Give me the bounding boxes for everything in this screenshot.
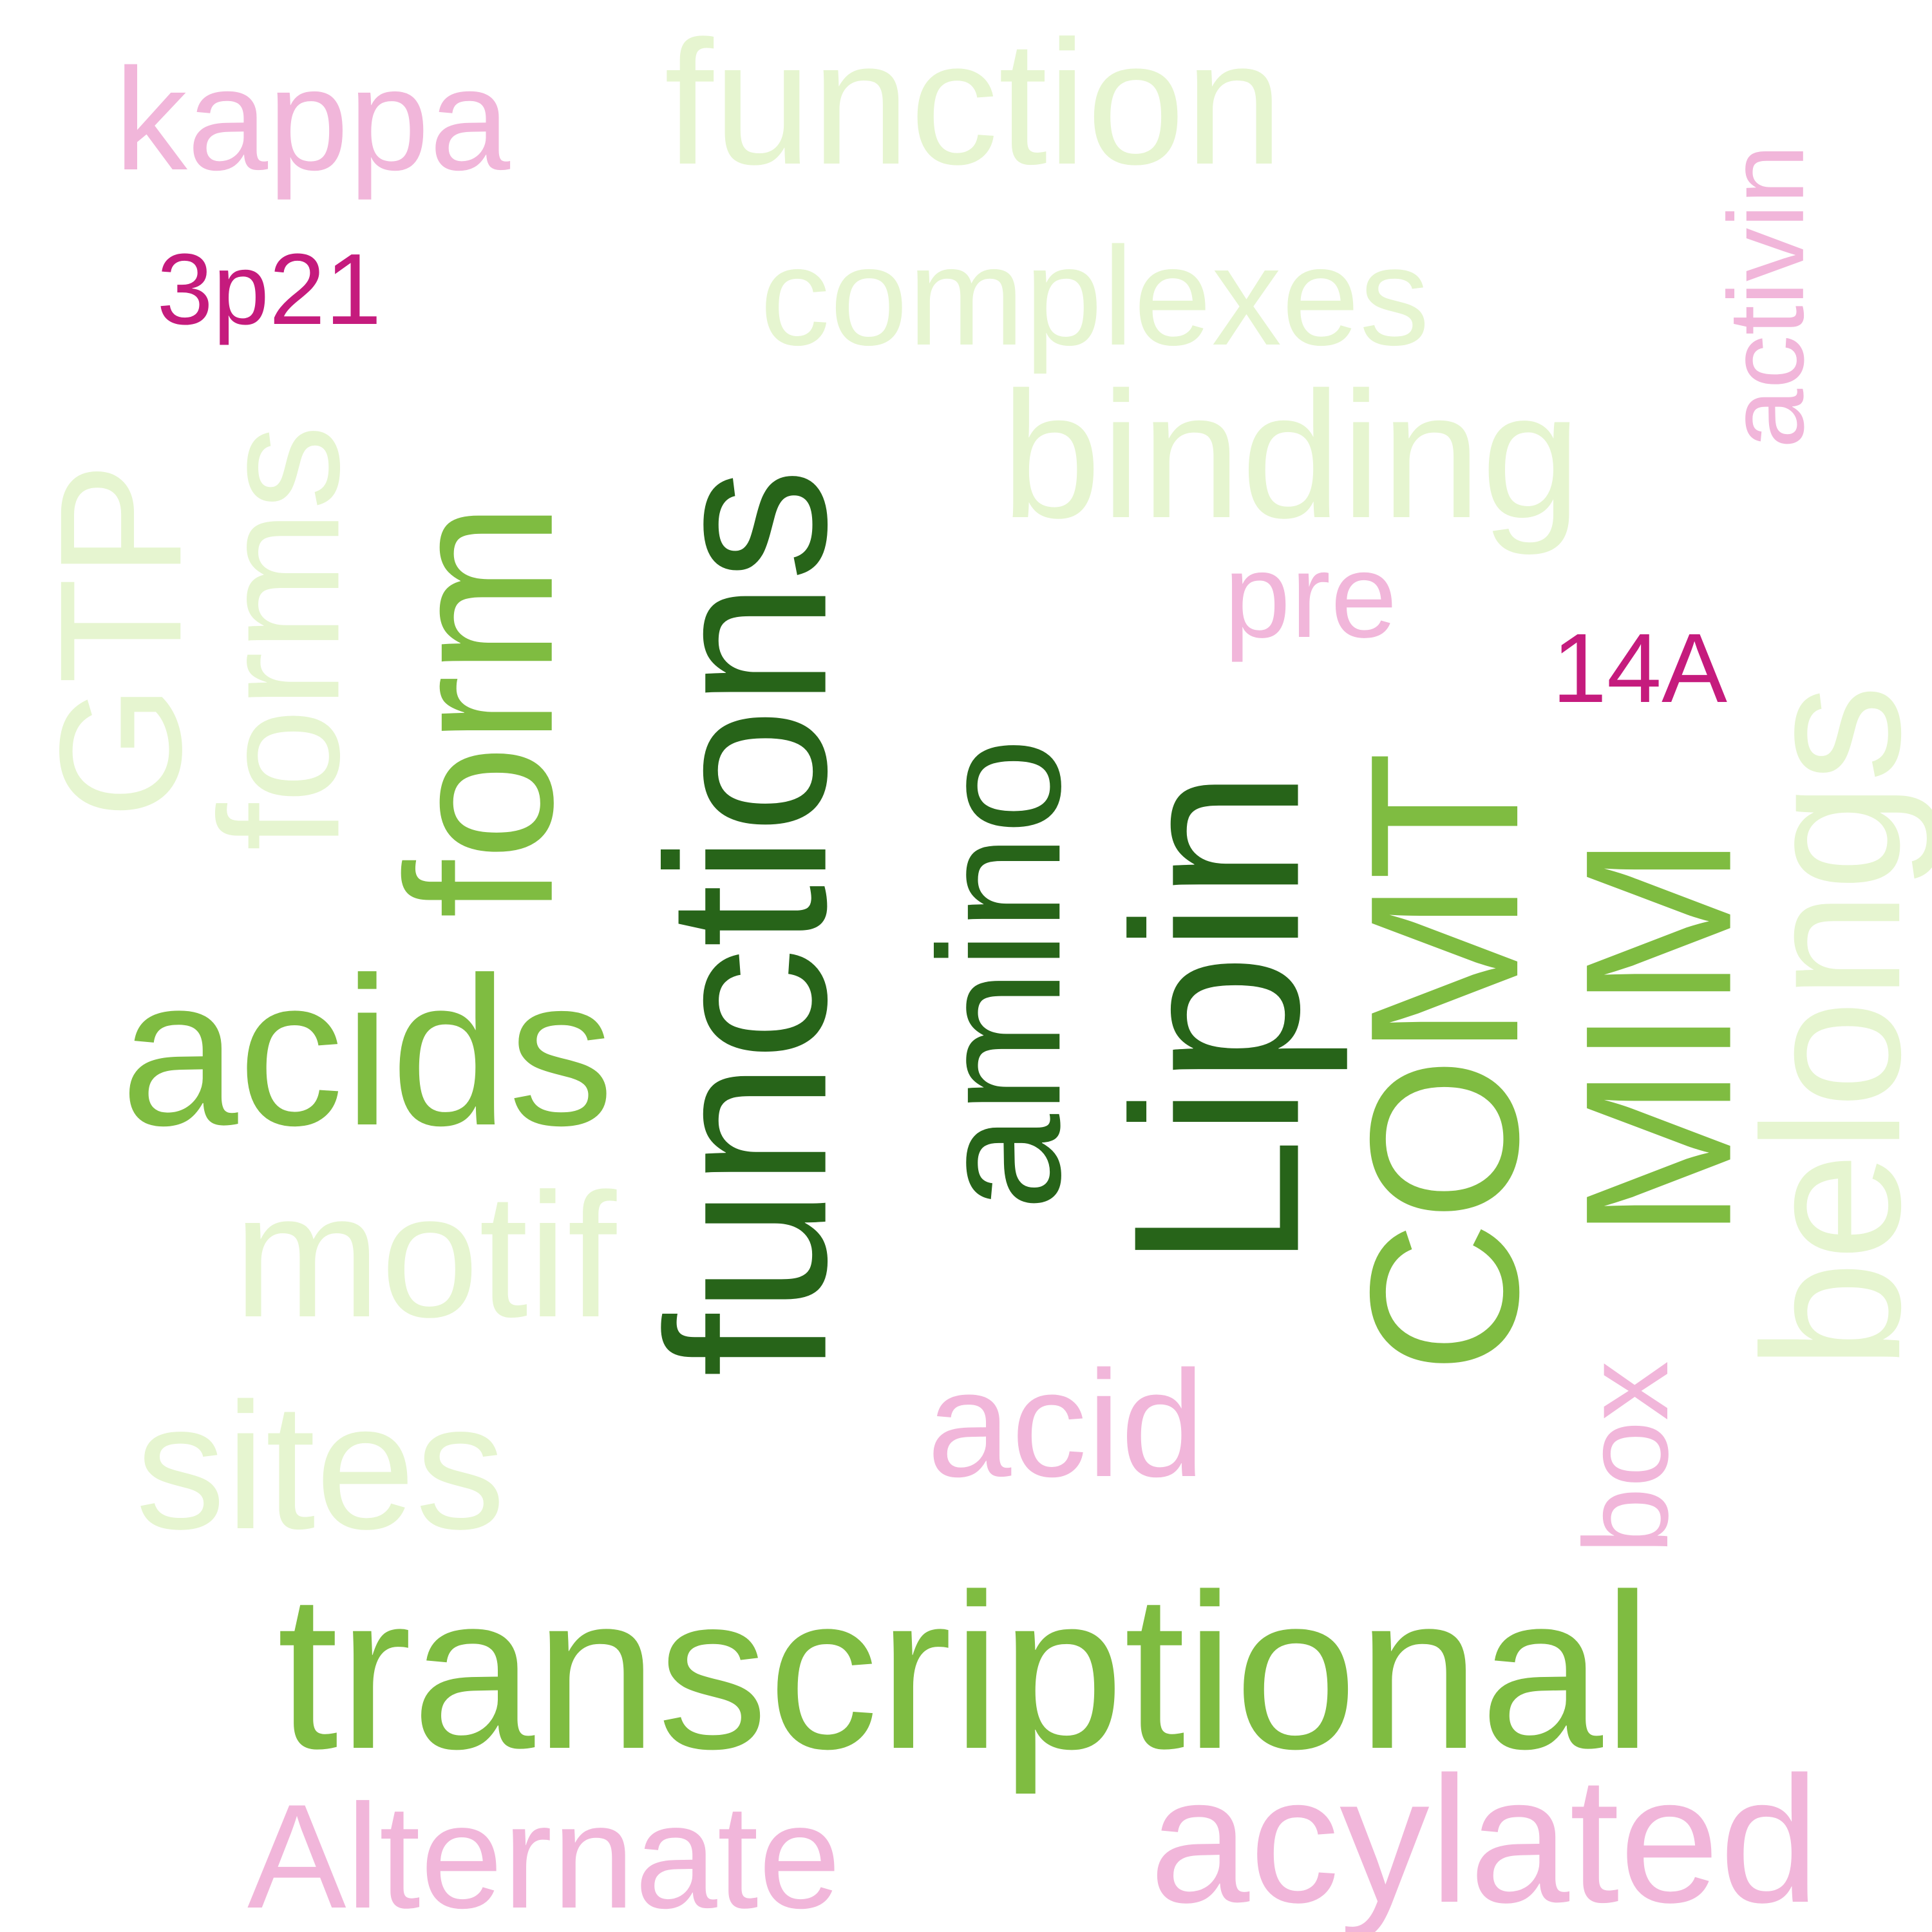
word-acylated: acylated bbox=[1150, 1739, 1820, 1932]
word-gtp: GTP bbox=[23, 462, 218, 819]
word-14a: 14A bbox=[1552, 613, 1728, 723]
word-transcriptional: transcriptional bbox=[277, 1547, 1653, 1795]
word-pre: pre bbox=[1224, 529, 1397, 663]
word-amino: amino bbox=[902, 737, 1097, 1211]
word-kappa: kappa bbox=[115, 37, 511, 200]
word-activin: activin bbox=[1706, 144, 1826, 448]
word-alternate: Alternate bbox=[247, 1773, 841, 1932]
word-binding: binding bbox=[1001, 355, 1582, 556]
word-functions: functions bbox=[620, 468, 874, 1378]
word-form: form bbox=[363, 502, 596, 919]
word-acids: acids bbox=[120, 933, 614, 1170]
word-acid: acid bbox=[927, 1338, 1205, 1508]
word-forms: forms bbox=[184, 424, 375, 851]
word-mim: MIM bbox=[1541, 834, 1775, 1240]
word-complexes: complexes bbox=[760, 218, 1430, 375]
word-motif: motif bbox=[233, 1157, 617, 1354]
word-function: function bbox=[664, 5, 1283, 202]
word-sites: sites bbox=[135, 1366, 506, 1567]
word-comt: COMT bbox=[1325, 751, 1562, 1374]
word-lipin: Lipin bbox=[1083, 769, 1348, 1269]
word-box: box bbox=[1559, 1360, 1693, 1554]
word-3p21: 3p21 bbox=[156, 232, 382, 346]
